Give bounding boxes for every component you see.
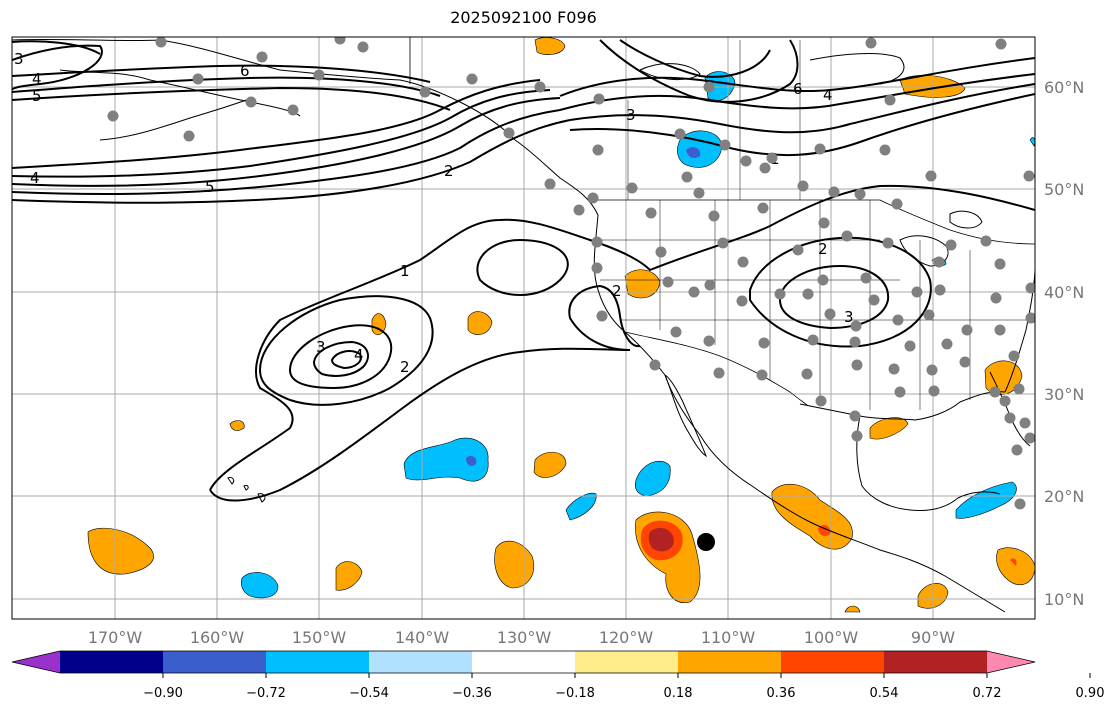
colorbar-segment bbox=[884, 651, 988, 673]
contour-label: 2 bbox=[612, 282, 622, 300]
positive-anomaly-patch bbox=[229, 420, 245, 431]
latitude-label: 40°N bbox=[1044, 283, 1084, 302]
positive-anomaly-patch bbox=[87, 527, 154, 575]
station-markers bbox=[107, 37, 1035, 510]
contour-label: 3 bbox=[844, 308, 854, 326]
negative-anomaly-patch bbox=[955, 481, 1017, 519]
negative-anomaly-patch bbox=[240, 572, 279, 599]
strong-anomaly-core bbox=[1010, 558, 1017, 566]
contour-label: 2 bbox=[400, 358, 410, 376]
colorbar-tick-label: −0.72 bbox=[246, 686, 286, 701]
colorbar-tick-label: 0.72 bbox=[973, 686, 1002, 701]
longitude-label: 130°W bbox=[497, 628, 552, 647]
contour-label: 2 bbox=[444, 162, 454, 180]
longitude-label: 150°W bbox=[292, 628, 347, 647]
map-title: 2025092100 F096 bbox=[450, 8, 597, 27]
colorbar-segment bbox=[472, 651, 576, 673]
latitude-label: 30°N bbox=[1044, 385, 1084, 404]
longitude-label: 170°W bbox=[88, 628, 143, 647]
colorbar-segment bbox=[266, 651, 370, 673]
positive-anomaly-patch bbox=[771, 483, 853, 550]
contour-label: 5 bbox=[32, 87, 42, 105]
longitude-axis: 170°W 160°W 150°W 140°W 130°W 120°W 110°… bbox=[88, 628, 955, 647]
colorbar-segment bbox=[163, 651, 267, 673]
latitude-axis: 60°N 50°N 40°N 30°N 20°N 10°N bbox=[1044, 78, 1084, 609]
negative-anomaly-patch bbox=[686, 147, 701, 158]
colorbar-segment bbox=[60, 651, 164, 673]
positive-anomaly-patch bbox=[624, 269, 661, 299]
contour-label: 6 bbox=[240, 62, 250, 80]
state-borders bbox=[598, 40, 1030, 410]
colorbar-segment bbox=[575, 651, 679, 673]
negative-anomaly-patch bbox=[635, 460, 671, 497]
contour-lines bbox=[12, 39, 1035, 502]
colorbar-tick-label: −0.90 bbox=[143, 686, 183, 701]
coastlines bbox=[12, 38, 1035, 613]
contour-label: 4 bbox=[32, 70, 42, 88]
contour-label: 3 bbox=[316, 338, 326, 356]
latitude-label: 10°N bbox=[1044, 590, 1084, 609]
contour-label: 3 bbox=[14, 50, 24, 68]
contour-label: 5 bbox=[205, 178, 215, 196]
positive-anomaly-patch bbox=[371, 313, 387, 336]
positive-anomaly-patch bbox=[534, 37, 566, 55]
positive-anomaly-patch bbox=[494, 540, 534, 589]
colorbar-segment bbox=[781, 651, 885, 673]
latitude-label: 20°N bbox=[1044, 487, 1084, 506]
colorbar-outline bbox=[11, 650, 1036, 674]
contour-label: 4 bbox=[823, 86, 833, 104]
colorbar-tick-label: −0.36 bbox=[452, 686, 492, 701]
colorbar-tick-label: −0.18 bbox=[555, 686, 595, 701]
map-frame bbox=[11, 36, 1036, 620]
negative-anomaly-patch bbox=[1029, 137, 1035, 147]
negative-anomaly-patch bbox=[466, 456, 477, 466]
contour-label: 6 bbox=[793, 80, 803, 98]
negative-anomaly-patch bbox=[565, 492, 597, 521]
contour-label: 4 bbox=[30, 169, 40, 187]
longitude-label: 110°W bbox=[701, 628, 756, 647]
contour-label: 1 bbox=[400, 262, 410, 280]
colorbar-extend-min bbox=[12, 651, 60, 673]
contour-label: 3 bbox=[626, 106, 636, 124]
contour-label: 2 bbox=[818, 240, 828, 258]
colorbar-tick-label: 0.90 bbox=[1076, 686, 1105, 701]
positive-anomaly-patch bbox=[335, 561, 363, 591]
negative-anomaly-patch bbox=[677, 130, 723, 168]
colorbar-segment bbox=[678, 651, 782, 673]
longitude-label: 120°W bbox=[599, 628, 654, 647]
positive-anomaly-patch bbox=[467, 311, 493, 335]
longitude-label: 140°W bbox=[395, 628, 450, 647]
storm-center-marker bbox=[697, 533, 715, 551]
colorbar-segment bbox=[369, 651, 473, 673]
negative-anomaly-patch bbox=[403, 437, 489, 482]
colorbar: −0.90 −0.72 −0.54 −0.36 −0.18 0.18 0.36 0.54 0.7… bbox=[11, 650, 1105, 701]
strong-anomaly-core bbox=[648, 527, 674, 552]
latitude-label: 60°N bbox=[1044, 78, 1084, 97]
colorbar-tick-label: 0.54 bbox=[870, 686, 899, 701]
longitude-label: 160°W bbox=[190, 628, 245, 647]
positive-anomaly-patch bbox=[869, 417, 909, 440]
positive-anomaly-patch bbox=[844, 605, 861, 613]
longitude-label: 100°W bbox=[804, 628, 859, 647]
colorbar-tick-label: 0.36 bbox=[767, 686, 796, 701]
contour-label: 4 bbox=[354, 346, 364, 364]
graticule bbox=[12, 37, 1035, 619]
latitude-label: 50°N bbox=[1044, 180, 1084, 199]
anomaly-fill-layer bbox=[87, 37, 1035, 613]
colorbar-tick-label: 0.18 bbox=[664, 686, 693, 701]
colorbar-tick-label: −0.54 bbox=[349, 686, 389, 701]
positive-anomaly-patch bbox=[533, 451, 567, 478]
longitude-label: 90°W bbox=[911, 628, 955, 647]
strong-anomaly-core bbox=[818, 525, 831, 536]
country-borders bbox=[409, 37, 1035, 407]
colorbar-extend-max bbox=[987, 651, 1035, 673]
positive-anomaly-patch bbox=[996, 547, 1035, 586]
